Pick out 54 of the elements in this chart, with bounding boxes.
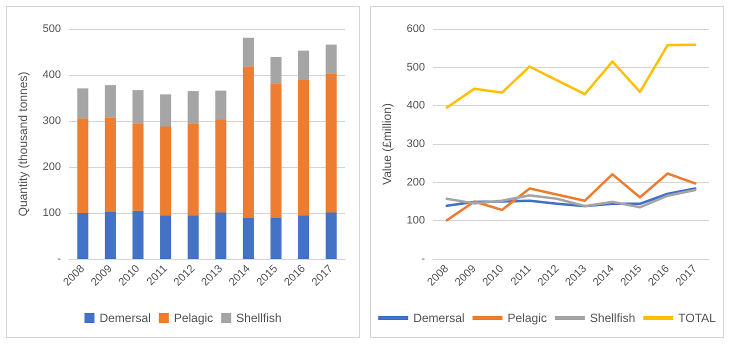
y-tick-label: 600 <box>406 23 425 35</box>
bar <box>77 213 88 259</box>
y-tick-label: 100 <box>42 207 61 219</box>
y-axis-title: Value (£million) <box>380 103 394 185</box>
y-tick-label: 300 <box>406 138 425 150</box>
bar <box>326 74 337 213</box>
legend-label: Pelagic <box>508 311 547 325</box>
y-tick-label: 500 <box>406 61 425 74</box>
bar <box>104 118 116 212</box>
y-tick-label: 200 <box>42 161 61 173</box>
y-tick-label: 300 <box>42 115 61 127</box>
bar <box>160 215 172 259</box>
bar <box>242 38 254 66</box>
legend-label: Shellfish <box>236 311 282 325</box>
bar <box>104 85 116 118</box>
y-tick-label: 400 <box>406 100 425 112</box>
bar <box>132 90 144 124</box>
y-tick-label: 400 <box>42 69 61 81</box>
bar <box>242 218 254 259</box>
bar <box>242 66 254 218</box>
bar <box>270 218 282 259</box>
bar <box>188 91 199 124</box>
y-tick-label: - <box>421 253 426 265</box>
y-tick-label: - <box>57 253 62 265</box>
legend-label: TOTAL <box>678 311 716 325</box>
y-axis-title: Quantity (thousand tonnes) <box>16 72 30 216</box>
bar <box>160 126 172 216</box>
bar <box>298 50 310 80</box>
y-tick-label: 100 <box>406 214 425 227</box>
bar <box>298 80 310 216</box>
line-series <box>446 172 696 222</box>
bar <box>104 212 116 259</box>
bar <box>132 210 144 259</box>
bar <box>326 44 337 74</box>
legend-label: Pelagic <box>174 311 214 325</box>
bar <box>77 118 88 213</box>
bar <box>188 215 199 259</box>
y-tick-label: 500 <box>42 23 61 35</box>
bar <box>270 57 282 84</box>
bar <box>326 212 337 259</box>
legend-label: Demersal <box>99 311 151 325</box>
line-series <box>446 43 696 109</box>
legend-label: Demersal <box>413 311 465 325</box>
bar <box>132 123 144 211</box>
bar <box>77 88 88 118</box>
bar <box>270 83 282 218</box>
bar <box>298 215 310 259</box>
bar <box>160 94 172 127</box>
bar <box>215 212 226 259</box>
bar <box>215 90 226 120</box>
legend-label: Shellfish <box>590 311 636 325</box>
y-tick-label: 200 <box>406 176 425 188</box>
bar <box>215 119 226 213</box>
bar <box>188 123 199 216</box>
